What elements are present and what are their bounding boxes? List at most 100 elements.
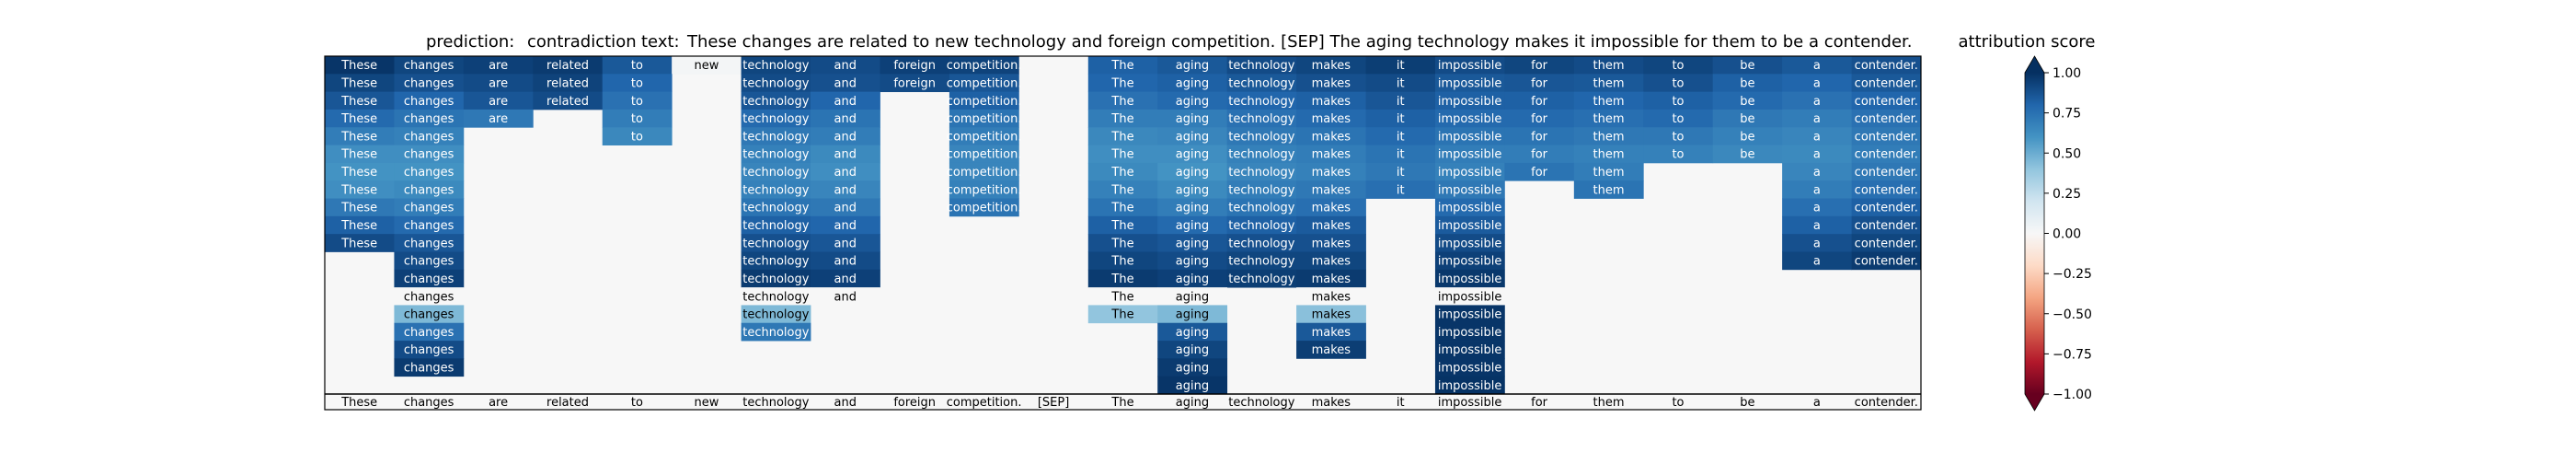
heatmap-cell	[949, 127, 1019, 145]
heatmap-cell	[1573, 74, 1644, 93]
cell-token-label: a	[1813, 166, 1821, 180]
heatmap-cell	[1087, 109, 1158, 128]
cell-token-label: are	[489, 95, 508, 109]
heatmap-cell	[1157, 251, 1228, 271]
cell-token-label: impossible	[1438, 59, 1502, 73]
heatmap-cell	[741, 251, 811, 271]
heatmap-cell	[394, 269, 465, 288]
heatmap-cell	[325, 215, 395, 235]
cell-token-label: aging	[1176, 166, 1209, 180]
x-tick-label: These	[340, 396, 377, 410]
heatmap-cell	[1226, 145, 1297, 164]
cell-token-label: contender.	[1855, 183, 1918, 197]
heatmap-cell	[741, 322, 811, 342]
heatmap-cell	[463, 109, 534, 128]
heatmap-cell	[325, 56, 395, 75]
heatmap-cell	[1573, 180, 1644, 199]
cell-token-label: technology	[742, 112, 809, 126]
cell-token-label: to	[1672, 112, 1684, 126]
heatmap-cell	[1157, 269, 1228, 288]
heatmap-cell	[811, 269, 880, 288]
cell-token-label: technology	[742, 59, 809, 73]
cell-token-label: impossible	[1438, 148, 1502, 162]
cell-token-label: changes	[404, 273, 454, 286]
cell-token-label: These	[340, 76, 377, 90]
heatmap-cell	[949, 162, 1019, 181]
heatmap-cell	[325, 74, 395, 93]
colorbar-tick-label: 0.75	[2053, 107, 2081, 122]
cell-token-label: and	[834, 130, 857, 144]
heatmap-cell	[1157, 287, 1228, 306]
heatmap-cell	[811, 127, 880, 145]
cell-token-label: them	[1593, 166, 1625, 180]
chart-title: prediction: contradiction text: These ch…	[426, 32, 1913, 52]
heatmap-cell	[1087, 215, 1158, 235]
cell-token-label: technology	[742, 255, 809, 269]
cell-token-label: The	[1110, 76, 1133, 90]
cell-token-label: a	[1813, 130, 1821, 144]
cell-token-label: technology	[742, 219, 809, 233]
x-tick-label: aging	[1176, 396, 1209, 410]
heatmap-cell	[1504, 109, 1575, 128]
heatmap-cell	[1296, 91, 1366, 110]
cell-token-label: be	[1740, 95, 1754, 109]
heatmap-cell	[1851, 109, 1922, 128]
cell-token-label: changes	[404, 166, 454, 180]
heatmap-cell	[1157, 341, 1228, 359]
heatmap-cell	[1226, 180, 1297, 199]
cell-token-label: them	[1593, 95, 1625, 109]
cell-token-label: changes	[404, 255, 454, 269]
heatmap-cell	[1087, 91, 1158, 110]
cell-token-label: makes	[1312, 237, 1351, 250]
cell-token-label: impossible	[1438, 379, 1502, 393]
x-tick-label: to	[1672, 396, 1684, 410]
cell-token-label: to	[1672, 59, 1684, 73]
heatmap-cell	[1296, 74, 1366, 93]
cell-token-label: impossible	[1438, 183, 1502, 197]
cell-token-label: makes	[1312, 59, 1351, 73]
colorbar-tick-label: −0.25	[2053, 267, 2092, 282]
heatmap-cell	[1782, 198, 1852, 217]
heatmap-cell	[1087, 56, 1158, 75]
cell-token-label: technology	[1228, 202, 1294, 215]
heatmap-cell	[949, 91, 1019, 110]
heatmap-cell	[1296, 198, 1366, 217]
cell-token-label: changes	[404, 76, 454, 90]
heatmap-cell	[1504, 56, 1575, 75]
heatmap-cell	[463, 74, 534, 93]
heatmap-cell	[1573, 56, 1644, 75]
cell-token-label: a	[1813, 148, 1821, 162]
cell-token-label: technology	[1228, 130, 1294, 144]
cell-token-label: aging	[1176, 219, 1209, 233]
cell-token-label: aging	[1176, 95, 1209, 109]
heatmap-cell	[811, 109, 880, 128]
cell-token-label: to	[631, 76, 643, 90]
cell-token-label: contender.	[1855, 237, 1918, 250]
heatmap-cell	[1157, 198, 1228, 217]
heatmap-cell	[672, 56, 742, 75]
heatmap-cell	[1087, 287, 1158, 306]
cell-token-label: changes	[404, 95, 454, 109]
cell-token-label: are	[489, 59, 508, 73]
heatmap-cell	[1782, 251, 1852, 271]
cell-token-label: These	[340, 202, 377, 215]
colorbar-tick-label: −0.50	[2053, 307, 2092, 322]
heatmap-cell	[949, 74, 1019, 93]
heatmap-cell	[533, 56, 604, 75]
heatmap-cell	[394, 322, 465, 342]
cell-token-label: competition.	[947, 112, 1022, 126]
heatmap-cell	[325, 91, 395, 110]
heatmap-cell	[394, 287, 465, 306]
heatmap-cell	[1365, 109, 1436, 128]
heatmap-cell	[741, 198, 811, 217]
cell-token-label: changes	[404, 362, 454, 376]
cell-token-label: them	[1593, 183, 1625, 197]
cell-token-label: technology	[742, 202, 809, 215]
heatmap-cell	[394, 127, 465, 145]
cell-token-label: and	[834, 166, 857, 180]
cell-token-label: makes	[1312, 290, 1351, 304]
cell-token-label: related	[546, 76, 589, 90]
heatmap-cell	[811, 234, 880, 252]
